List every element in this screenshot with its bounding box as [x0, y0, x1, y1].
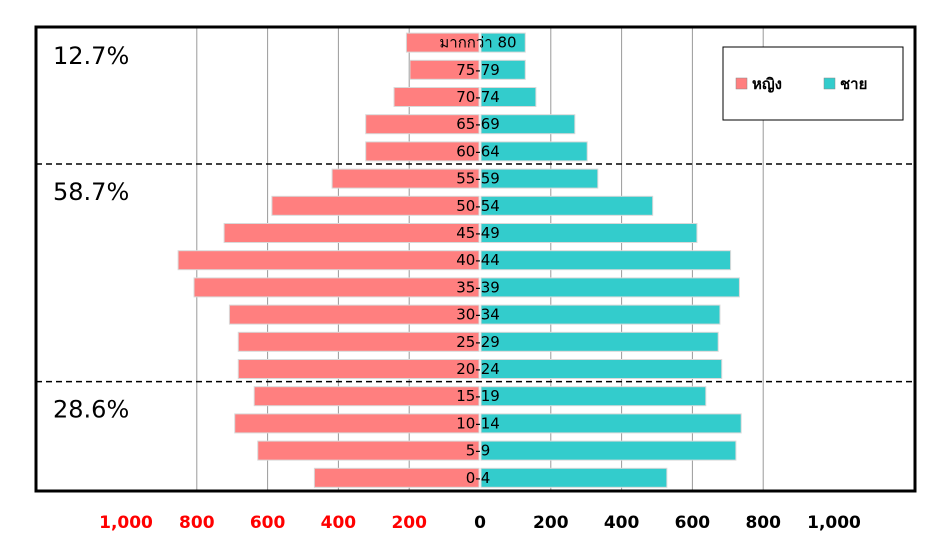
bar-female — [365, 114, 480, 135]
age-group-label: 45-49 — [456, 224, 500, 242]
group-percentage-label: 28.6% — [53, 396, 129, 424]
bar-male — [480, 59, 526, 80]
group-percentage-label: 58.7% — [53, 178, 129, 206]
bar-male — [480, 87, 537, 107]
age-group-label: 0-4 — [466, 469, 491, 487]
bar-female — [228, 304, 480, 325]
group-percentages: 12.7% 58.7% 28.6% — [53, 42, 129, 424]
bar-male — [480, 386, 707, 407]
x-tick-label: 800 — [745, 513, 781, 533]
legend-swatch-male — [823, 77, 836, 90]
age-group-label: 70-74 — [456, 88, 500, 106]
bar-male — [480, 141, 588, 162]
bar-male — [480, 223, 698, 243]
age-group-label: 15-19 — [456, 387, 500, 405]
bar-female — [253, 386, 480, 407]
bar-male — [480, 331, 719, 352]
x-tick-label: 0 — [474, 513, 486, 533]
legend-label-female: หญิง — [752, 75, 782, 93]
bar-male — [480, 250, 732, 271]
bar-male — [480, 32, 526, 53]
bar-male — [480, 413, 742, 434]
age-group-label: 65-69 — [456, 115, 500, 133]
bar-male — [480, 277, 740, 298]
bar-male — [480, 467, 668, 488]
bar-male — [480, 195, 654, 216]
x-tick-label: 600 — [250, 513, 286, 533]
plot-frame — [34, 25, 917, 493]
x-tick-label: 400 — [321, 513, 357, 533]
bar-female — [193, 277, 480, 298]
legend-box — [722, 46, 904, 121]
bar-female — [405, 32, 480, 53]
age-group-label: 5-9 — [466, 442, 491, 460]
bars — [177, 32, 742, 488]
age-group-label: 55-59 — [456, 170, 500, 188]
age-labels: 0-4 5-9 10-14 15-19 20-24 25-29 30-34 35-39 40-4… — [439, 34, 516, 487]
age-group-label: 35-39 — [456, 278, 500, 296]
age-group-label: 50-54 — [456, 197, 500, 215]
bar-female — [234, 413, 480, 434]
bar-female — [237, 359, 480, 379]
bar-female — [365, 141, 480, 162]
legend-swatch-female — [735, 77, 748, 90]
bar-female — [313, 467, 480, 488]
bar-female — [393, 87, 480, 107]
bar-female — [223, 223, 480, 243]
bar-female — [271, 195, 480, 216]
age-group-label: 75-79 — [456, 61, 500, 79]
age-group-label: 25-29 — [456, 333, 500, 351]
x-tick-label: 800 — [179, 513, 215, 533]
x-axis-ticks: 1,000 800 600 400 200 0 200 400 600 800 1,000 — [99, 513, 861, 533]
bar-male — [480, 168, 599, 189]
legend-label-male: ชาย — [840, 75, 867, 93]
bar-male — [480, 114, 576, 135]
bar-male — [480, 359, 723, 379]
group-dividers — [36, 163, 915, 383]
age-group-label: มากกว่า 80 — [439, 34, 516, 52]
bar-female — [177, 250, 480, 271]
x-tick-label: 200 — [533, 513, 569, 533]
age-group-label: 10-14 — [456, 414, 500, 432]
x-tick-label: 600 — [675, 513, 711, 533]
x-tick-label: 1,000 — [807, 513, 861, 533]
age-group-label: 30-34 — [456, 306, 500, 324]
bar-female — [257, 440, 480, 461]
group-percentage-label: 12.7% — [53, 42, 129, 70]
age-group-label: 40-44 — [456, 251, 500, 269]
bar-female — [331, 168, 480, 189]
bar-female — [409, 59, 480, 80]
age-group-label: 60-64 — [456, 142, 500, 160]
legend: หญิง ชาย — [722, 46, 904, 121]
bar-female — [237, 331, 480, 352]
x-tick-label: 400 — [604, 513, 640, 533]
x-tick-label: 1,000 — [99, 513, 153, 533]
x-tick-label: 200 — [391, 513, 427, 533]
bar-male — [480, 304, 721, 325]
age-group-label: 20-24 — [456, 360, 500, 378]
bar-male — [480, 440, 737, 461]
